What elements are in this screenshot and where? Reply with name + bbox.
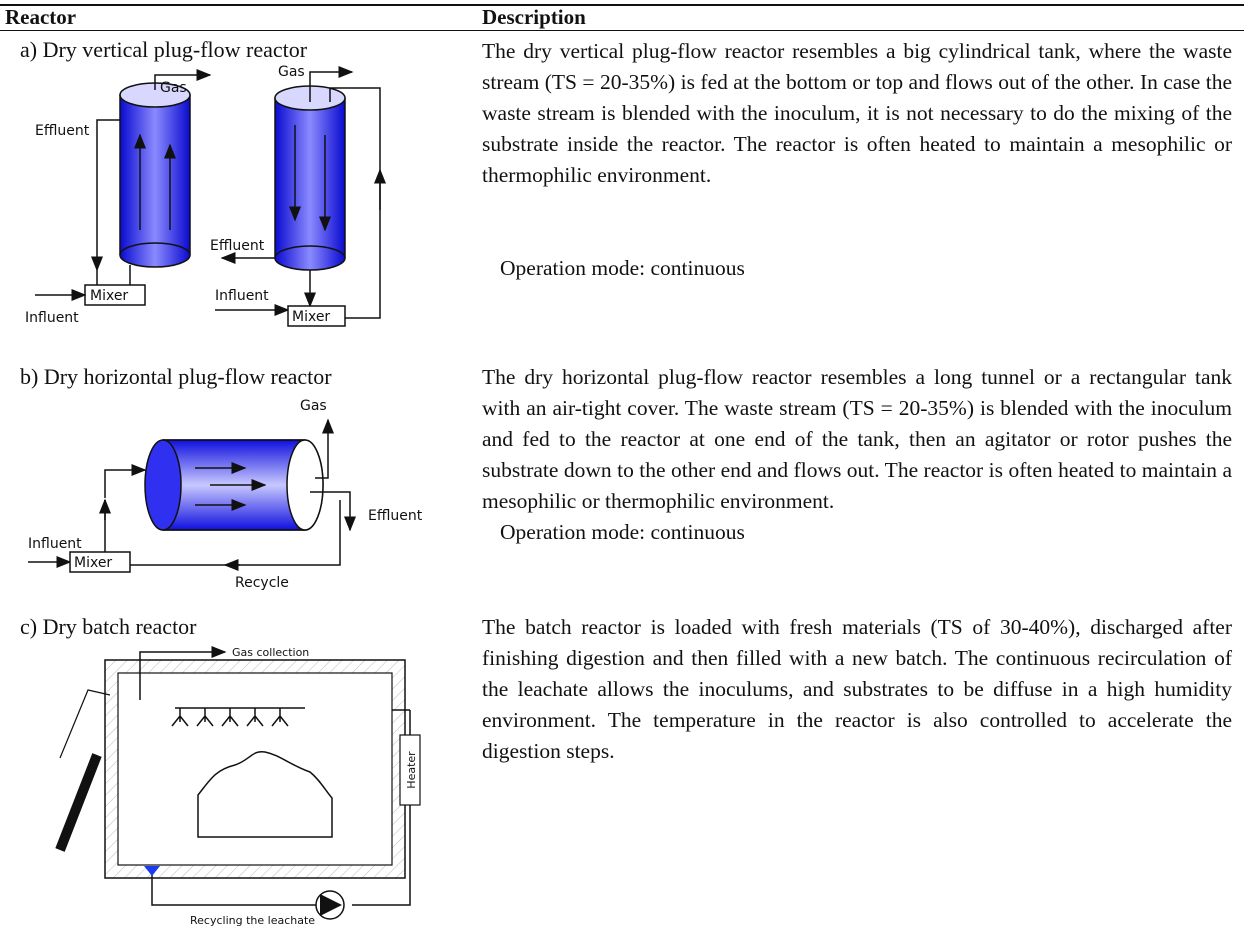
diagram-label: Effluent [210,238,265,254]
description: The batch reactor is loaded with fresh m… [482,612,1232,767]
diagram: Gas Effluent Influent Mixer Recycle [0,390,460,610]
diagram-label: Mixer [292,309,330,325]
reactor-label: b) Dry horizontal plug-flow reactor [20,362,332,392]
diagram: Gas collection Heater Recycling the leac… [0,640,460,940]
diagram-label: Recycle [235,575,289,591]
diagram-label: Gas [300,398,327,414]
diagram-label: Gas [160,80,187,96]
diagram-label: Gas [278,64,305,80]
header-cell: Reactor [5,5,76,30]
header-cell: Description [482,5,586,30]
diagram-label: Recycling the leachate [190,914,315,927]
diagram-label: Effluent [368,508,423,524]
operation-mode: Operation mode: continuous [500,253,745,284]
operation-mode: Operation mode: continuous [500,517,745,548]
diagram-label: Influent [215,288,269,304]
top-rule [0,4,1244,6]
diagram: Gas Effluent Mixer Influent Gas Effluent… [0,60,460,340]
reactor-label: c) Dry batch reactor [20,612,197,642]
diagram-label: Effluent [35,123,90,139]
page: Reactor Description a) Dry vertical plug… [0,0,1244,941]
diagram-label: Mixer [74,555,112,571]
description: The dry horizontal plug-flow reactor res… [482,362,1232,517]
diagram-label: Influent [28,536,82,552]
header-rule [0,30,1244,31]
diagram-label: Gas collection [232,646,309,659]
description: The dry vertical plug-flow reactor resem… [482,36,1232,191]
diagram-label: Mixer [90,288,128,304]
diagram-label: Influent [25,310,79,326]
diagram-label: Heater [405,751,418,789]
